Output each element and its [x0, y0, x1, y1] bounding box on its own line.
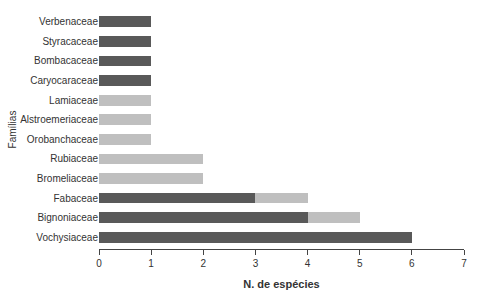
svg-text:Lamiaceae: Lamiaceae — [49, 95, 98, 106]
svg-text:4: 4 — [305, 258, 311, 269]
svg-text:Verbenaceae: Verbenaceae — [39, 16, 98, 27]
svg-text:Vochysiaceae: Vochysiaceae — [36, 232, 98, 243]
svg-text:Famílias: Famílias — [7, 111, 18, 149]
svg-text:Alstroemeriaceae: Alstroemeriaceae — [20, 114, 98, 125]
svg-text:Bromeliaceae: Bromeliaceae — [37, 173, 99, 184]
svg-text:0: 0 — [96, 258, 102, 269]
svg-text:Rubiaceae: Rubiaceae — [50, 153, 98, 164]
svg-text:Fabaceae: Fabaceae — [54, 193, 99, 204]
svg-text:Styracaceae: Styracaceae — [42, 36, 98, 47]
svg-text:Bombacaceae: Bombacaceae — [34, 55, 98, 66]
svg-text:N. de espécies: N. de espécies — [243, 278, 319, 290]
svg-text:Bignoniaceae: Bignoniaceae — [37, 212, 98, 223]
svg-text:3: 3 — [253, 258, 259, 269]
svg-text:6: 6 — [409, 258, 415, 269]
svg-text:7: 7 — [461, 258, 467, 269]
svg-text:Caryocaraceae: Caryocaraceae — [30, 75, 98, 86]
svg-text:5: 5 — [357, 258, 363, 269]
svg-text:2: 2 — [201, 258, 207, 269]
svg-text:Orobanchaceae: Orobanchaceae — [27, 134, 99, 145]
svg-text:1: 1 — [148, 258, 154, 269]
